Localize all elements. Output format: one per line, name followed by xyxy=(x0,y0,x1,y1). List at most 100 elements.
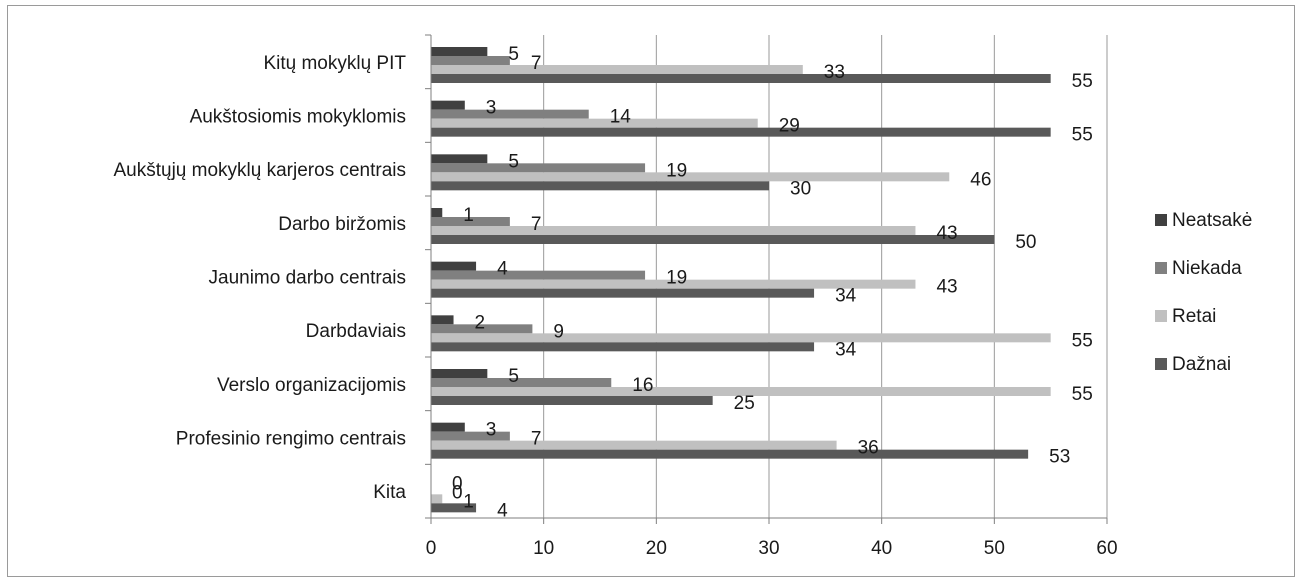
data-label: 3 xyxy=(486,98,497,119)
bar xyxy=(431,181,769,191)
data-label: 19 xyxy=(666,268,687,289)
bar xyxy=(431,503,477,513)
data-label: 25 xyxy=(734,393,755,414)
data-label: 4 xyxy=(497,259,508,280)
legend-swatch xyxy=(1155,262,1167,274)
data-label: 2 xyxy=(475,312,486,333)
bar xyxy=(431,235,995,244)
category-label: Jaunimo darbo centrais xyxy=(209,268,407,289)
data-label: 55 xyxy=(1072,384,1093,405)
data-label: 5 xyxy=(508,44,519,65)
bar xyxy=(431,56,510,65)
bar xyxy=(431,315,454,325)
legend-label: Dažnai xyxy=(1172,354,1231,375)
data-label: 33 xyxy=(824,62,845,83)
bar xyxy=(431,449,1029,459)
data-label: 5 xyxy=(508,151,519,172)
bar xyxy=(431,333,1051,343)
bar xyxy=(431,261,477,271)
bar xyxy=(431,494,443,504)
data-label: 1 xyxy=(463,491,474,512)
data-label: 5 xyxy=(508,366,519,387)
bar xyxy=(431,324,533,334)
category-labels: Kitų mokyklų PIT Aukštosiomis mokyklomis A… xyxy=(114,53,407,503)
data-label: 55 xyxy=(1072,125,1093,146)
data-label: 55 xyxy=(1072,71,1093,92)
bar xyxy=(431,422,465,432)
x-tick-label: 60 xyxy=(1096,538,1117,559)
data-label: 46 xyxy=(970,169,991,190)
bar xyxy=(431,109,589,119)
x-tick-label: 50 xyxy=(984,538,1005,559)
bar xyxy=(431,118,758,128)
bar xyxy=(431,369,488,378)
data-label: 16 xyxy=(632,375,653,396)
category-label: Kita xyxy=(373,482,406,503)
category-label: Aukštosiomis mokyklomis xyxy=(190,107,406,128)
x-tick-label: 40 xyxy=(871,538,892,559)
data-label: 7 xyxy=(531,53,542,74)
category-label: Kitų mokyklų PIT xyxy=(263,53,406,74)
category-label: Darbo biržomis xyxy=(278,214,406,235)
bar xyxy=(431,279,916,289)
bar xyxy=(431,127,1051,137)
axes xyxy=(425,34,1108,524)
bar xyxy=(431,47,488,56)
data-label: 7 xyxy=(531,214,542,235)
category-label: Darbdaviais xyxy=(306,321,406,342)
data-label: 19 xyxy=(666,160,687,181)
bar xyxy=(431,208,443,217)
data-label: 0 xyxy=(452,473,463,494)
data-label: 9 xyxy=(553,321,564,342)
data-label: 30 xyxy=(790,178,811,199)
data-label: 14 xyxy=(610,107,632,128)
data-label: 7 xyxy=(531,429,542,450)
bar xyxy=(431,100,465,110)
bar xyxy=(431,270,646,280)
category-label: Profesinio rengimo centrais xyxy=(176,429,406,450)
data-label: 1 xyxy=(463,205,474,226)
data-label: 34 xyxy=(835,339,857,360)
data-label: 0 xyxy=(452,482,463,503)
bar xyxy=(431,396,713,405)
bar xyxy=(431,440,837,450)
data-label: 36 xyxy=(858,438,879,459)
data-label: 53 xyxy=(1049,447,1070,468)
bar xyxy=(431,154,488,164)
bar xyxy=(431,226,916,235)
legend-swatch xyxy=(1155,358,1167,370)
category-label: Verslo organizacijomis xyxy=(217,375,406,396)
legend-label: Retai xyxy=(1172,306,1216,327)
bar xyxy=(431,288,815,298)
bar xyxy=(431,65,803,74)
bars xyxy=(431,47,1051,513)
bar xyxy=(431,342,815,352)
tick-labels: 0 10 20 30 40 50 60 xyxy=(426,538,1118,559)
data-label: 34 xyxy=(835,286,857,307)
data-label: 50 xyxy=(1015,232,1036,253)
data-label: 4 xyxy=(497,500,508,521)
data-label: 43 xyxy=(936,277,957,298)
bar xyxy=(431,172,950,182)
bar xyxy=(431,431,510,441)
x-tick-label: 0 xyxy=(426,538,437,559)
legend-label: Neatsakė xyxy=(1172,210,1252,231)
category-label: Aukštųjų mokyklų karjeros centrais xyxy=(114,160,407,181)
x-tick-label: 20 xyxy=(646,538,667,559)
bar xyxy=(431,217,510,226)
bar xyxy=(431,378,612,387)
x-tick-label: 10 xyxy=(533,538,554,559)
x-tick-label: 30 xyxy=(758,538,779,559)
data-label: 55 xyxy=(1072,330,1093,351)
data-label: 43 xyxy=(936,223,957,244)
data-label: 3 xyxy=(486,420,497,441)
legend: Neatsakė Niekada Retai Dažnai xyxy=(1155,210,1252,375)
legend-swatch xyxy=(1155,310,1167,322)
bar xyxy=(431,387,1051,396)
data-label: 29 xyxy=(779,116,800,137)
bar xyxy=(431,74,1051,83)
bar xyxy=(431,163,646,173)
legend-label: Niekada xyxy=(1172,258,1242,279)
